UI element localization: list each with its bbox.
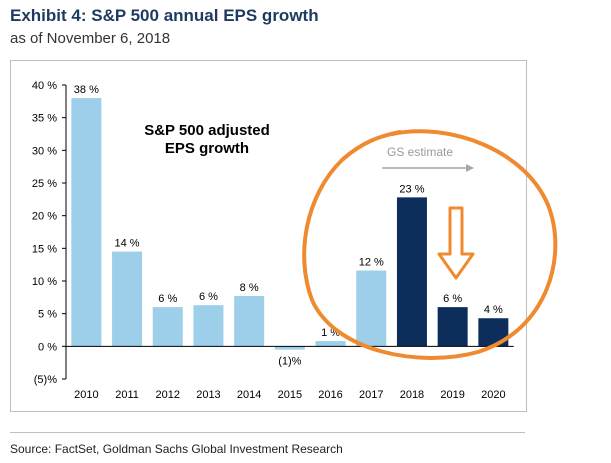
- x-tick-label-2019: 2019: [440, 389, 464, 401]
- estimate-label: GS estimate: [387, 145, 453, 159]
- y-tick-label: 0 %: [38, 341, 57, 353]
- down-arrow-icon: [437, 206, 475, 280]
- y-tick-label: 30 %: [32, 145, 57, 157]
- x-tick-label-2010: 2010: [74, 389, 98, 401]
- chart-annotation-line1: S&P 500 adjusted: [144, 122, 270, 139]
- x-axis: 2010 2011 2012 2013 2014 2015 2016 2017 2018 2019…: [66, 345, 514, 401]
- bar-2016: [315, 341, 346, 347]
- data-label-2019: 6 %: [443, 293, 462, 305]
- x-tick-label-2011: 2011: [115, 389, 139, 401]
- bar-2012: [152, 307, 183, 347]
- highlight-circle: [302, 129, 558, 360]
- y-tick-label: 25 %: [32, 178, 57, 190]
- bar-2010: [71, 98, 102, 347]
- bar-2017: [356, 270, 387, 347]
- source-note: Source: FactSet, Goldman Sachs Global In…: [10, 442, 343, 456]
- y-tick-label: 5 %: [38, 309, 57, 321]
- x-tick-label-2018: 2018: [400, 389, 424, 401]
- y-tick-label: 10 %: [32, 276, 57, 288]
- bar-2013: [193, 305, 224, 347]
- x-tick-label-2017: 2017: [359, 389, 383, 401]
- y-tick-label: 15 %: [32, 243, 57, 255]
- bar-2014: [234, 296, 265, 347]
- chart-annotation-line2: EPS growth: [165, 140, 249, 157]
- data-labels-group: 38 %14 %6 % 6 %8 %(1)%1 %12 %23 %6 %4 %: [74, 84, 503, 367]
- x-tick-label-2016: 2016: [318, 389, 342, 401]
- y-tick-label: 40 %: [32, 80, 57, 92]
- data-label-2015: (1)%: [278, 355, 301, 367]
- data-label-2017: 12 %: [359, 257, 384, 269]
- data-label-2010: 38 %: [74, 84, 99, 96]
- divider: [10, 432, 525, 433]
- data-label-2020: 4 %: [484, 304, 503, 316]
- data-label-2014: 8 %: [240, 282, 259, 294]
- y-tick-label: (5)%: [34, 374, 57, 386]
- page-title: Exhibit 4: S&P 500 annual EPS growth: [10, 6, 319, 25]
- x-tick-label-2014: 2014: [237, 389, 261, 401]
- x-tick-label-2015: 2015: [278, 389, 302, 401]
- estimate-arrow-head-icon: [466, 164, 474, 172]
- data-label-2013: 6 %: [199, 291, 218, 303]
- x-tick-label-2013: 2013: [196, 389, 220, 401]
- data-label-2011: 14 %: [115, 238, 140, 250]
- y-tick-label: 20 %: [32, 211, 57, 223]
- bar-2018: [396, 197, 427, 347]
- bars-group: [71, 98, 509, 350]
- bar-2011: [112, 251, 143, 347]
- data-label-2012: 6 %: [158, 293, 177, 305]
- y-axis: 40 % 35 % 30 % 25 % 20 % 15 % 10 % 5 % 0 % (5)%: [32, 80, 67, 386]
- bar-2015: [274, 346, 305, 350]
- x-tick-label-2012: 2012: [156, 389, 180, 401]
- bar-2019: [437, 307, 468, 347]
- data-label-2018: 23 %: [399, 183, 424, 195]
- y-tick-label: 35 %: [32, 113, 57, 125]
- x-tick-label-2020: 2020: [481, 389, 505, 401]
- page-subtitle: as of November 6, 2018: [10, 30, 171, 47]
